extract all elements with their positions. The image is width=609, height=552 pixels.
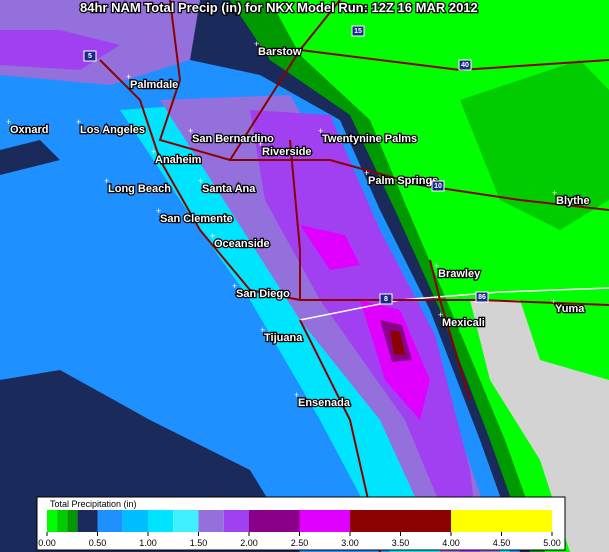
city-label: Santa Ana — [202, 183, 256, 195]
city-label: Anaheim — [155, 154, 202, 166]
legend-tick-label: 4.00 — [442, 538, 460, 548]
city-label: Ensenada — [298, 397, 351, 409]
shade — [250, 110, 480, 552]
city-label: Palmdale — [130, 79, 178, 91]
city-marker: + — [198, 176, 203, 186]
city-marker: + — [552, 188, 557, 198]
city-marker: + — [258, 139, 263, 149]
city-marker: + — [254, 39, 259, 49]
highway-shield — [431, 180, 445, 192]
city-label: Blythe — [556, 195, 590, 207]
city-marker: + — [126, 72, 131, 82]
highway-shield — [351, 25, 365, 37]
legend-swatch — [198, 510, 224, 532]
legend-swatch — [47, 510, 58, 532]
legend-swatch — [451, 510, 552, 532]
legend-swatch — [122, 510, 148, 532]
legend-tick-label: 2.50 — [291, 538, 309, 548]
city-marker: + — [76, 117, 81, 127]
city-marker: + — [104, 176, 109, 186]
legend-swatch — [173, 510, 199, 532]
shade — [470, 300, 609, 552]
city-label: Mexicali — [442, 317, 485, 329]
city-marker: + — [438, 310, 443, 320]
city-marker: + — [188, 126, 193, 136]
city-label: Long Beach — [108, 183, 171, 195]
legend-tick-label: 5.00 — [543, 538, 561, 548]
city-marker: + — [6, 117, 11, 127]
city-label: San Bernardino — [192, 133, 274, 145]
highway-number: 5 — [88, 53, 92, 60]
city-marker: + — [364, 168, 369, 178]
legend-swatch — [67, 510, 78, 532]
legend-title: Total Precipitation (in) — [50, 499, 137, 509]
city-marker: + — [151, 147, 156, 157]
shade — [460, 60, 609, 230]
legend-swatch — [57, 510, 68, 532]
legend-tick-label: 1.00 — [139, 538, 157, 548]
city-label: San Diego — [236, 288, 290, 300]
highway-shield — [458, 59, 472, 71]
legend-swatch — [299, 510, 350, 532]
highway-shield — [475, 291, 489, 303]
city-label: Los Angeles — [80, 124, 145, 136]
highway-shield — [379, 293, 393, 305]
city-label: Twentynine Palms — [322, 133, 417, 145]
shade — [390, 330, 405, 355]
city-marker: + — [232, 281, 237, 291]
legend-tick-label: 1.50 — [190, 538, 208, 548]
city-marker: + — [260, 325, 265, 335]
city-label: San Clemente — [160, 213, 233, 225]
legend-tick-label: 3.00 — [341, 538, 359, 548]
city-label: Tijuana — [264, 332, 303, 344]
city-label: Palm Springs — [368, 175, 438, 187]
city-marker: + — [318, 126, 323, 136]
highway-number: 10 — [434, 183, 442, 190]
legend-swatch — [223, 510, 249, 532]
legend-swatch — [148, 510, 174, 532]
shade — [0, 140, 60, 175]
city-label: Yuma — [555, 303, 585, 315]
city-marker: + — [434, 261, 439, 271]
highway-shield — [83, 50, 97, 62]
legend-tick-label: 3.50 — [392, 538, 410, 548]
city-label: Oxnard — [10, 124, 49, 136]
city-label: Barstow — [258, 46, 302, 58]
title: 84hr NAM Total Precip (in) for NKX Model… — [80, 0, 478, 15]
city-marker: + — [551, 296, 556, 306]
highway-number: 15 — [354, 28, 362, 35]
city-label: Oceanside — [214, 238, 270, 250]
legend-tick-label: 0.50 — [89, 538, 107, 548]
legend-swatch — [97, 510, 123, 532]
city-marker: + — [156, 206, 161, 216]
legend-swatch — [249, 510, 300, 532]
legend-swatch — [77, 510, 98, 532]
legend-tick-label: 0.00 — [38, 538, 56, 548]
city-label: Riverside — [262, 146, 312, 158]
border — [299, 287, 609, 321]
city-label: Brawley — [438, 268, 481, 280]
shade — [300, 225, 360, 270]
city-marker: + — [210, 231, 215, 241]
highway-number: 86 — [478, 294, 486, 301]
highway-number: 8 — [384, 296, 388, 303]
roads — [99, 0, 609, 552]
legend-swatch — [350, 510, 451, 532]
legend-tick-label: 2.00 — [240, 538, 258, 548]
legend-tick-label: 4.50 — [493, 538, 511, 548]
highway-number: 40 — [461, 62, 469, 69]
city-marker: + — [294, 390, 299, 400]
